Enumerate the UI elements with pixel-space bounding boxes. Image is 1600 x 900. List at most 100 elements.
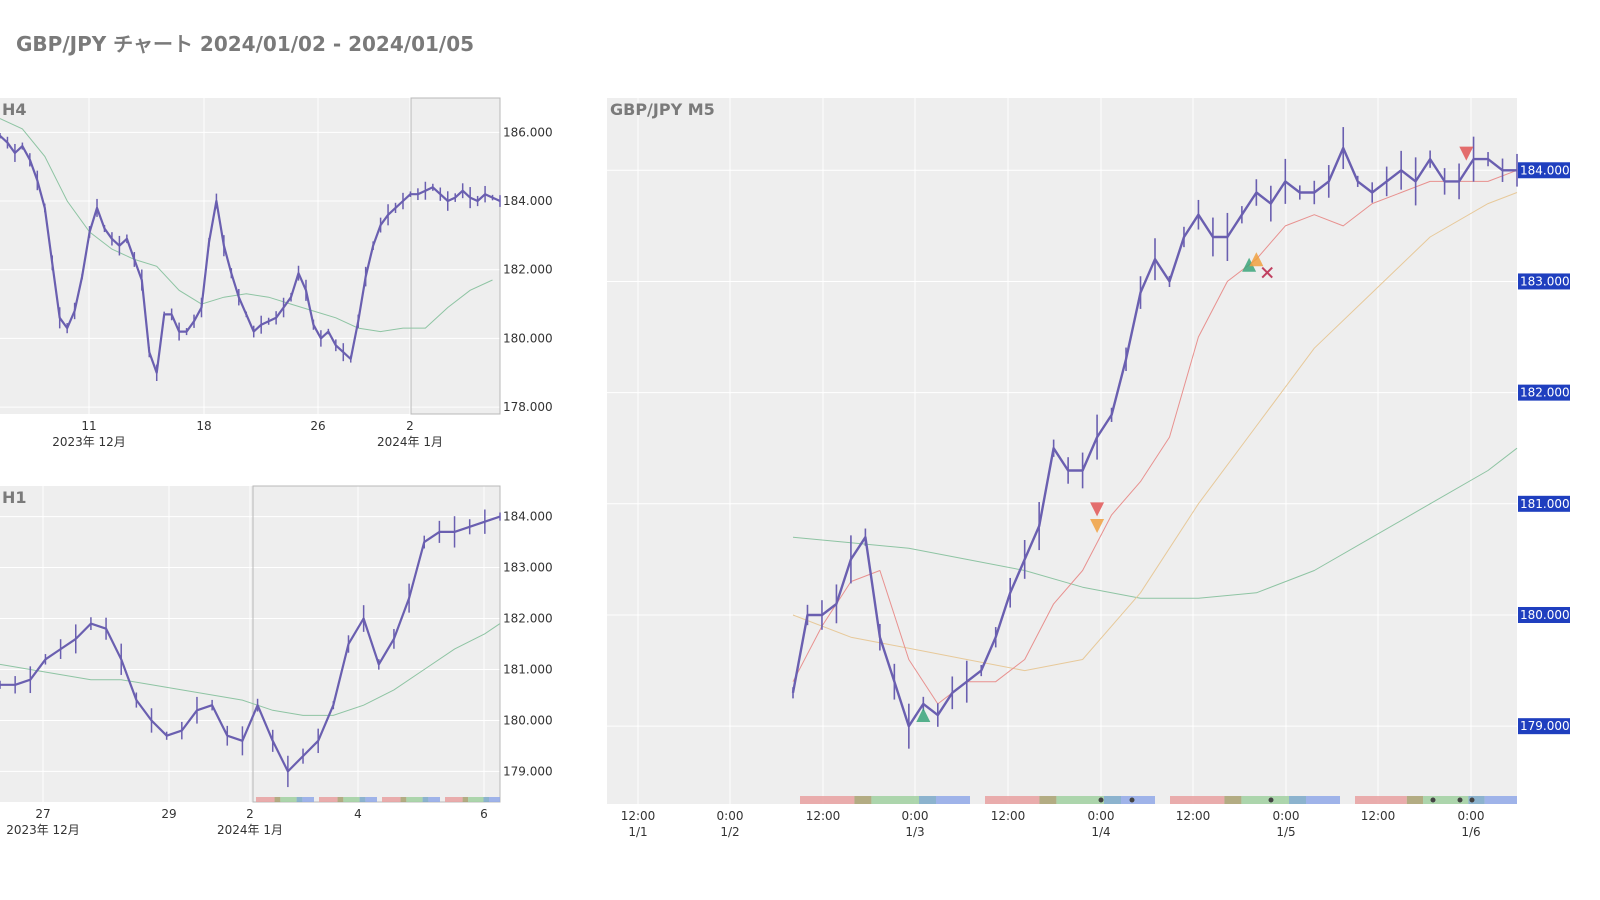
session-bar — [302, 797, 314, 802]
price-tag — [1518, 606, 1570, 623]
y-tick-label: 183.000 — [1520, 274, 1570, 288]
h1-chart: 184.000 183.000 182.000 181.000 180.000 179.0… — [0, 485, 553, 837]
trade-marker — [1242, 257, 1257, 272]
x-tick-label: 1/4 — [1091, 825, 1110, 839]
y-tick-label: 179.000 — [503, 764, 553, 778]
x-tick-label: 1/1 — [628, 825, 647, 839]
h4-chart: 186.000 184.000 182.000 180.000 178.000 11 18 2… — [0, 97, 553, 449]
y-tick-label: 184.000 — [503, 194, 553, 208]
session-bar — [1306, 796, 1340, 804]
y-tick-label: 184.000 — [503, 510, 553, 524]
session-bar — [382, 797, 401, 802]
session-bar — [1289, 796, 1306, 804]
y-tick-label: 180.000 — [503, 713, 553, 727]
price-series — [0, 515, 501, 773]
session-dot — [1129, 797, 1135, 803]
price-tag — [1518, 162, 1570, 179]
session-bar — [445, 797, 463, 802]
session-bar — [406, 797, 423, 802]
plot-area — [0, 98, 500, 414]
session-bar — [483, 797, 489, 802]
session-bar — [462, 797, 469, 802]
x-group-label: 2023年 12月 — [6, 823, 80, 837]
session-bar — [1241, 796, 1289, 804]
session-bar — [1170, 796, 1225, 804]
x-tick-label: 4 — [354, 807, 362, 821]
session-bar — [274, 797, 281, 802]
m5-chart: 184.000 183.000 182.000 181.000 180.000 179.0… — [607, 98, 1570, 839]
x-tick-label: 12:00 — [806, 809, 841, 823]
session-bar — [1039, 796, 1057, 804]
x-tick-label: 6 — [480, 807, 488, 821]
ma-series — [792, 169, 1518, 705]
session-bar — [800, 796, 855, 804]
y-tick-label: 181.000 — [1520, 497, 1570, 511]
trade-marker — [916, 708, 931, 723]
session-bar — [256, 797, 275, 802]
session-bar — [280, 797, 297, 802]
y-tick-label: 180.000 — [503, 331, 553, 345]
trade-marker — [1090, 519, 1105, 534]
x-tick-label: 12:00 — [991, 809, 1026, 823]
exit-marker — [1261, 266, 1273, 279]
session-bar — [296, 797, 303, 802]
price-tag — [1518, 495, 1570, 512]
session-bar — [343, 797, 360, 802]
session-bar — [871, 796, 919, 804]
x-tick-label: 1/6 — [1461, 825, 1480, 839]
session-bar — [489, 797, 500, 802]
y-tick-label: 186.000 — [503, 125, 553, 139]
session-bar — [985, 796, 1040, 804]
y-tick-label: 182.000 — [1520, 386, 1570, 400]
session-dot — [1098, 797, 1104, 803]
panel-title: GBP/JPY M5 — [610, 100, 715, 119]
session-bar — [919, 796, 936, 804]
session-bar — [1406, 796, 1424, 804]
y-tick-label: 182.000 — [503, 263, 553, 277]
y-tick-label: 179.000 — [1520, 719, 1570, 733]
session-bar — [854, 796, 872, 804]
x-tick-label: 1/2 — [720, 825, 739, 839]
x-tick-label: 18 — [196, 419, 211, 433]
x-tick-label: 12:00 — [621, 809, 656, 823]
range-highlight — [410, 97, 501, 415]
session-bar — [1355, 796, 1407, 804]
session-bar — [359, 797, 366, 802]
session-bar — [400, 797, 407, 802]
y-tick-label: 178.000 — [503, 400, 553, 414]
x-tick-label: 0:00 — [1088, 809, 1115, 823]
trade-marker — [1459, 146, 1474, 161]
y-tick-label: 183.000 — [503, 561, 553, 575]
session-bar — [1468, 796, 1485, 804]
ma-series — [792, 192, 1518, 672]
session-bar — [319, 797, 338, 802]
x-tick-label: 12:00 — [1361, 809, 1396, 823]
panel-title: H1 — [2, 488, 27, 507]
session-dot — [1430, 797, 1436, 803]
price-series — [0, 134, 501, 374]
price-tag — [1518, 384, 1570, 401]
session-bar — [365, 797, 377, 802]
session-dot — [1469, 797, 1475, 803]
x-group-label: 2023年 12月 — [52, 435, 126, 449]
x-tick-label: 0:00 — [1273, 809, 1300, 823]
ma-series — [0, 118, 493, 333]
x-group-label: 2024年 1月 — [377, 435, 443, 449]
session-bar — [422, 797, 429, 802]
x-tick-label: 1/5 — [1276, 825, 1295, 839]
session-bar — [337, 797, 344, 802]
plot-area — [607, 98, 1517, 804]
session-bar — [1423, 796, 1469, 804]
y-tick-label: 181.000 — [503, 662, 553, 676]
x-tick-label: 2 — [406, 419, 414, 433]
ma-series — [792, 447, 1518, 599]
session-bar — [1104, 796, 1121, 804]
session-bar — [1224, 796, 1242, 804]
panel-title: H4 — [2, 100, 27, 119]
session-bar — [1484, 796, 1517, 804]
price-tag — [1518, 718, 1570, 735]
price-tag — [1518, 273, 1570, 290]
y-tick-label: 182.000 — [503, 612, 553, 626]
x-tick-label: 26 — [310, 419, 325, 433]
trade-marker — [1249, 252, 1264, 267]
